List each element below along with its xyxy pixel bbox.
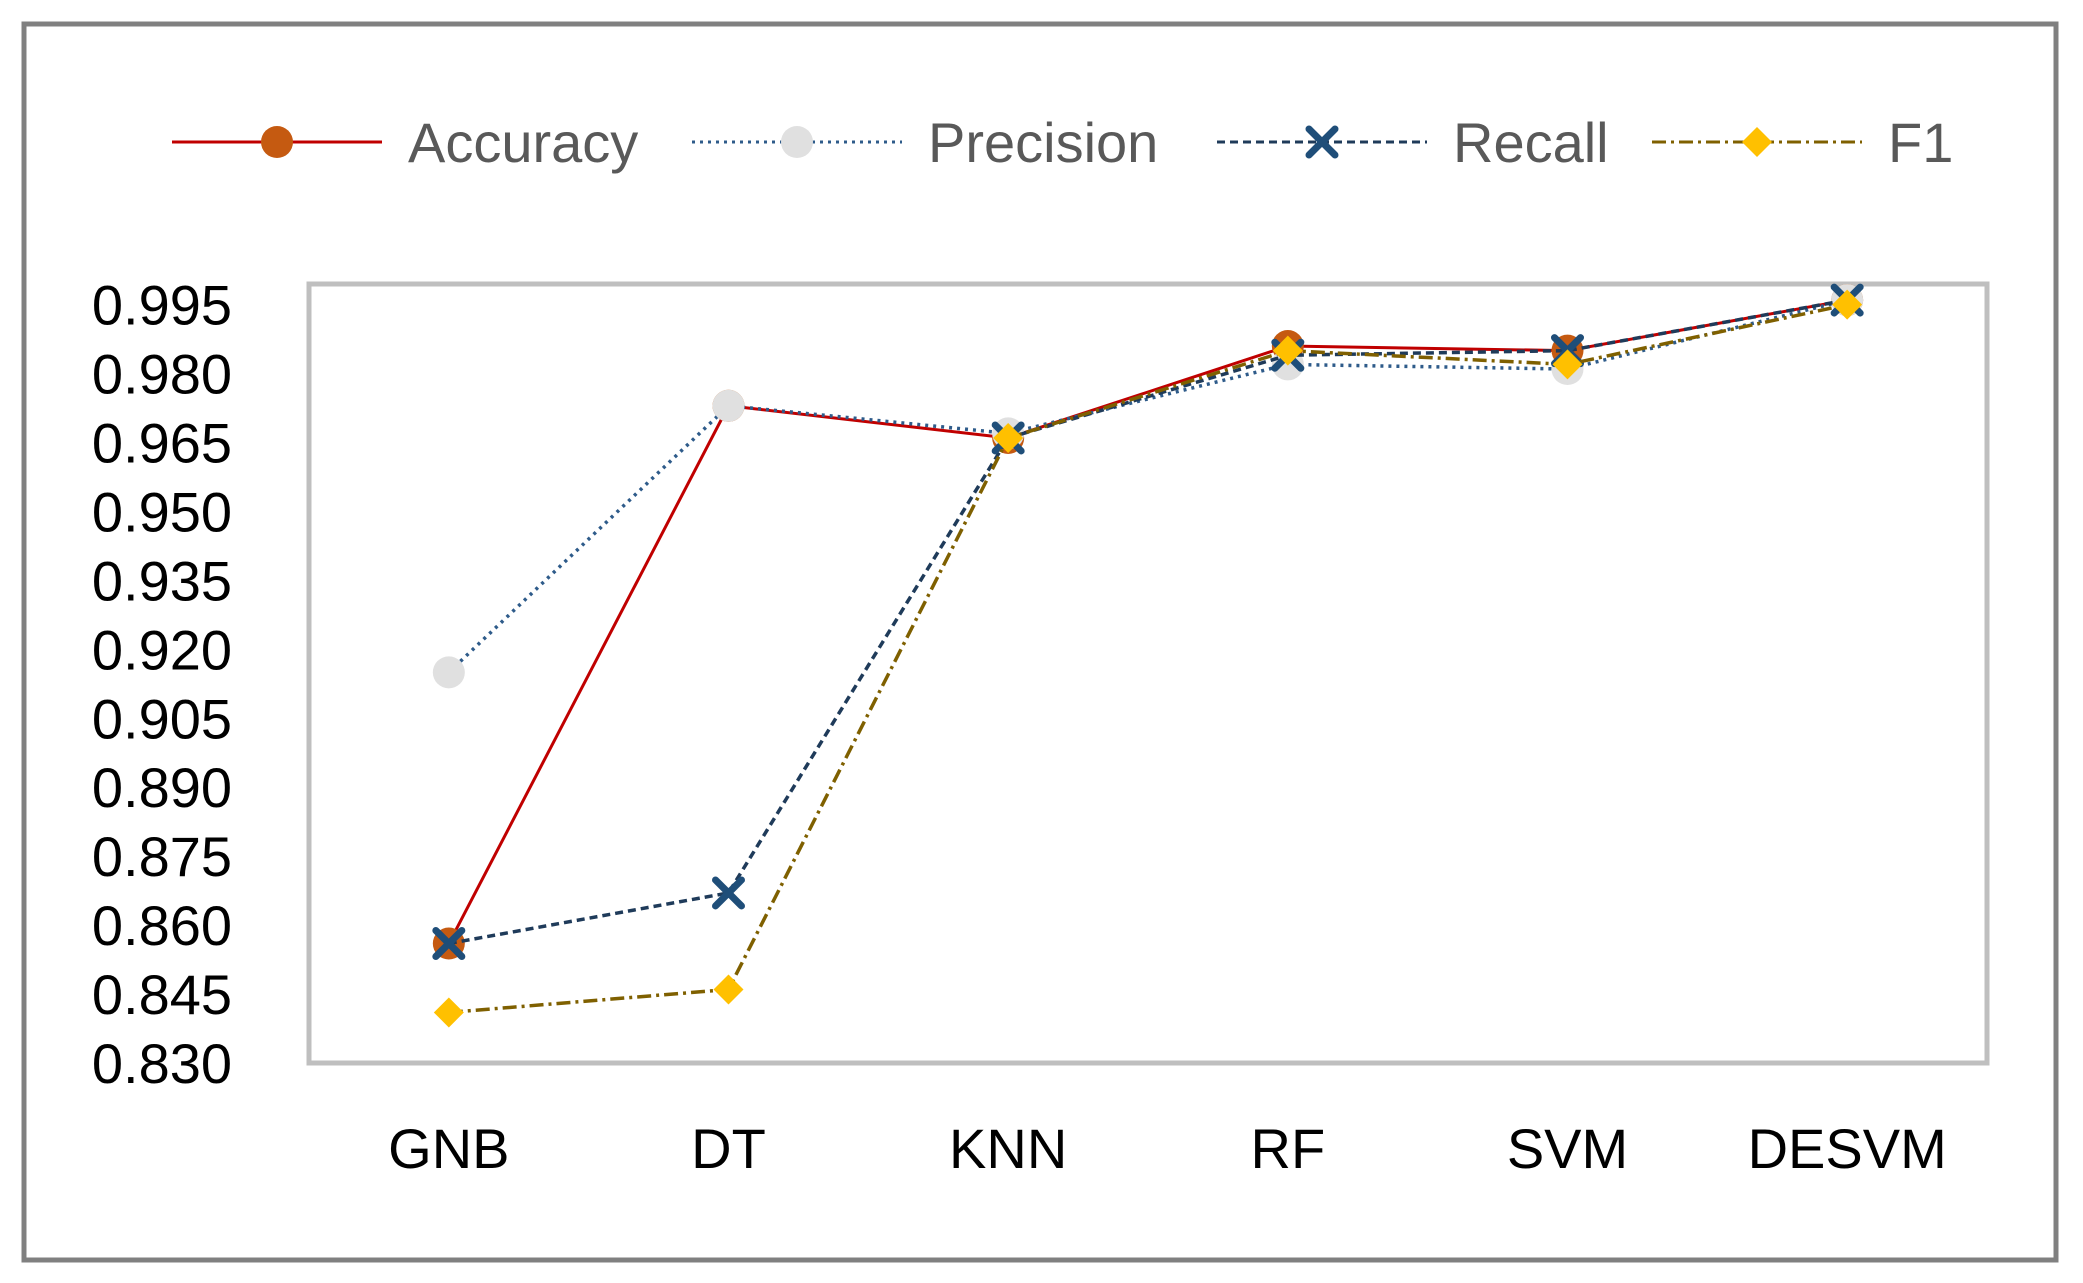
y-tick-label: 0.950 [92,480,232,543]
legend-marker [781,126,813,158]
data-point [713,974,744,1005]
data-point [432,927,466,961]
y-axis: 0.9950.9800.9650.9500.9350.9200.9050.890… [92,274,232,1095]
data-point [993,422,1024,453]
y-tick-label: 0.905 [92,687,232,750]
legend-label: Accuracy [408,111,638,174]
y-tick-label: 0.860 [92,894,232,957]
x-axis: GNB DT KNN RF SVM DESVM [388,1117,1947,1180]
series-line [448,298,1848,946]
legend-label: Precision [928,111,1158,174]
data-point [712,876,745,910]
y-tick-label: 0.890 [92,756,232,819]
y-tick-label: 0.935 [92,549,232,612]
legend-entry-accuracy: Accuracy [172,111,638,174]
plot-area [306,281,1990,1066]
x-tick-label: GNB [388,1117,509,1180]
legend: Accuracy Precision Recall F1 [172,111,1953,174]
data-point [1552,349,1583,380]
data-point [433,997,464,1028]
x-tick-label: SVM [1507,1117,1628,1180]
legend-marker [261,126,293,158]
x-tick-label: RF [1251,1117,1326,1180]
data-point [1832,289,1863,320]
legend-entry-precision: Precision [692,111,1158,174]
series-layer [432,283,1864,1028]
y-tick-label: 0.965 [92,412,232,475]
y-tick-label: 0.980 [92,343,232,406]
x-tick-label: KNN [949,1117,1067,1180]
data-point [432,656,465,689]
y-tick-label: 0.995 [92,274,232,337]
legend-label: Recall [1453,111,1609,174]
y-tick-label: 0.875 [92,825,232,888]
x-tick-label: DESVM [1748,1117,1947,1180]
y-tick-label: 0.845 [92,963,232,1026]
series-line [448,302,1848,1015]
legend-marker [1305,125,1339,159]
legend-label: F1 [1888,111,1953,174]
legend-entry-recall: Recall [1217,111,1609,174]
x-tick-label: DT [691,1117,766,1180]
legend-entry-f1: F1 [1652,111,1953,174]
series-line [447,298,1848,674]
y-tick-label: 0.920 [92,618,232,681]
data-point [1272,335,1303,366]
legend-marker [1742,127,1772,157]
y-tick-label: 0.830 [92,1032,232,1095]
series-f1 [433,289,1863,1028]
data-point [712,389,745,422]
